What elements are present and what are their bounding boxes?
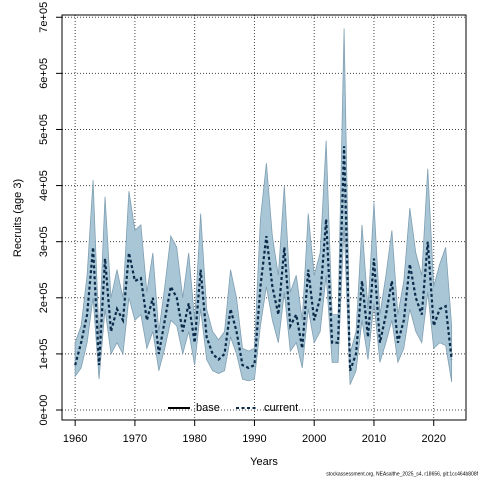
- x-axis-label: Years: [250, 456, 278, 468]
- y-axis-label: Recruits (age 3): [12, 179, 24, 257]
- confidence-band: [74, 28, 453, 385]
- y-tick-label: 1e+05: [38, 338, 50, 369]
- x-tick-label: 1980: [182, 433, 206, 445]
- x-tick-label: 1990: [242, 433, 266, 445]
- plot-frame: [61, 14, 467, 421]
- legend-label: base: [196, 402, 220, 414]
- y-tick-label: 2e+05: [38, 282, 50, 313]
- x-tick-label: 2010: [362, 433, 386, 445]
- series-line: [74, 146, 453, 372]
- x-tick-label: 1960: [63, 433, 87, 445]
- x-tick-label: 2000: [302, 433, 326, 445]
- y-tick-label: 6e+05: [38, 58, 50, 89]
- y-tick-label: 7e+05: [38, 2, 50, 33]
- y-tick-label: 0e+00: [38, 395, 50, 426]
- x-tick-label: 2020: [421, 433, 445, 445]
- y-tick-label: 5e+05: [38, 114, 50, 145]
- y-tick-label: 4e+05: [38, 170, 50, 201]
- legend-label: current: [264, 402, 298, 414]
- footer: stockassessment.org, NEAsalthe_2025_s4, …: [326, 471, 478, 477]
- x-tick-label: 1970: [123, 433, 147, 445]
- y-tick-label: 3e+05: [38, 226, 50, 257]
